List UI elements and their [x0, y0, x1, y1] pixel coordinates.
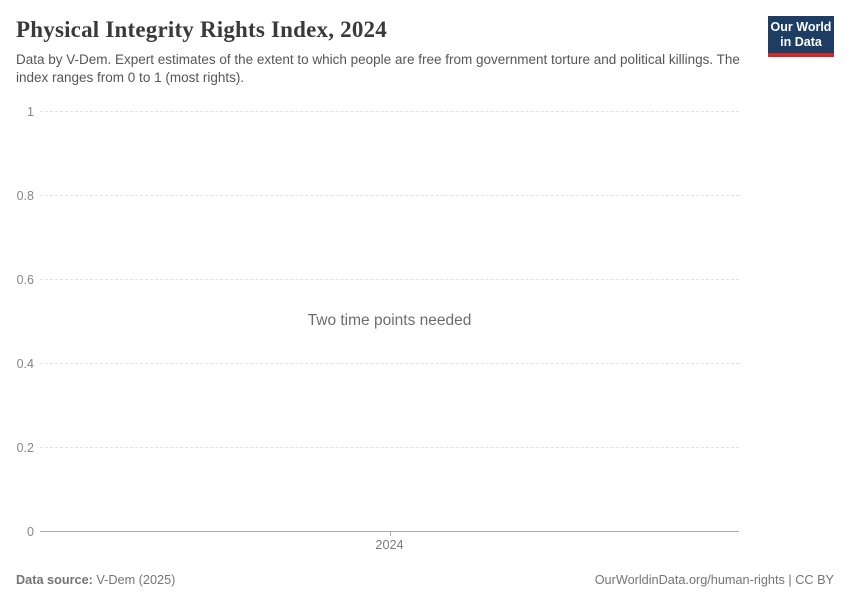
- footer-attribution: OurWorldinData.org/human-rights | CC BY: [595, 573, 834, 587]
- owid-logo: Our World in Data: [768, 16, 834, 57]
- data-source-label: Data source:: [16, 573, 93, 587]
- data-source-value: V-Dem (2025): [92, 573, 176, 587]
- y-gridline: 0.8: [17, 189, 739, 203]
- chart-subtitle: Data by V-Dem. Expert estimates of the e…: [16, 51, 740, 85]
- y-axis-tick-label: 1: [27, 105, 34, 119]
- logo-line2: in Data: [780, 34, 822, 49]
- footer-link[interactable]: OurWorldinData.org/human-rights: [594, 573, 785, 587]
- x-axis-tick: [389, 531, 391, 536]
- y-axis-tick-label: 0.4: [16, 357, 34, 371]
- chart-footer: Data source: V-Dem (2025) OurWorldinData…: [16, 573, 834, 587]
- chart-header: Physical Integrity Rights Index, 2024 Da…: [16, 16, 834, 87]
- footer-separator: |: [784, 573, 796, 587]
- footer-cc-by-link[interactable]: CC BY: [795, 573, 834, 587]
- y-gridline: 0.4: [17, 357, 739, 371]
- y-gridline: 0.2: [17, 441, 739, 455]
- y-gridline: 0.6: [17, 273, 739, 287]
- logo-line1: Our World: [770, 20, 832, 35]
- y-axis-tick-label: 0.2: [16, 441, 34, 455]
- plot-area: Two time points needed 1 0.8 0.6 0.4 0.2 0 202…: [17, 105, 739, 552]
- empty-chart-message: Two time points needed: [307, 312, 472, 329]
- data-source: Data source: V-Dem (2025): [16, 573, 175, 587]
- y-axis-tick-label: 0.6: [16, 273, 34, 287]
- y-gridline: 1: [27, 105, 739, 119]
- y-axis-tick-label: 0.8: [16, 189, 34, 203]
- y-axis-tick-label: 0: [27, 525, 34, 539]
- page-title: Physical Integrity Rights Index, 2024: [16, 17, 387, 42]
- x-axis-tick-label: 2024: [375, 538, 404, 552]
